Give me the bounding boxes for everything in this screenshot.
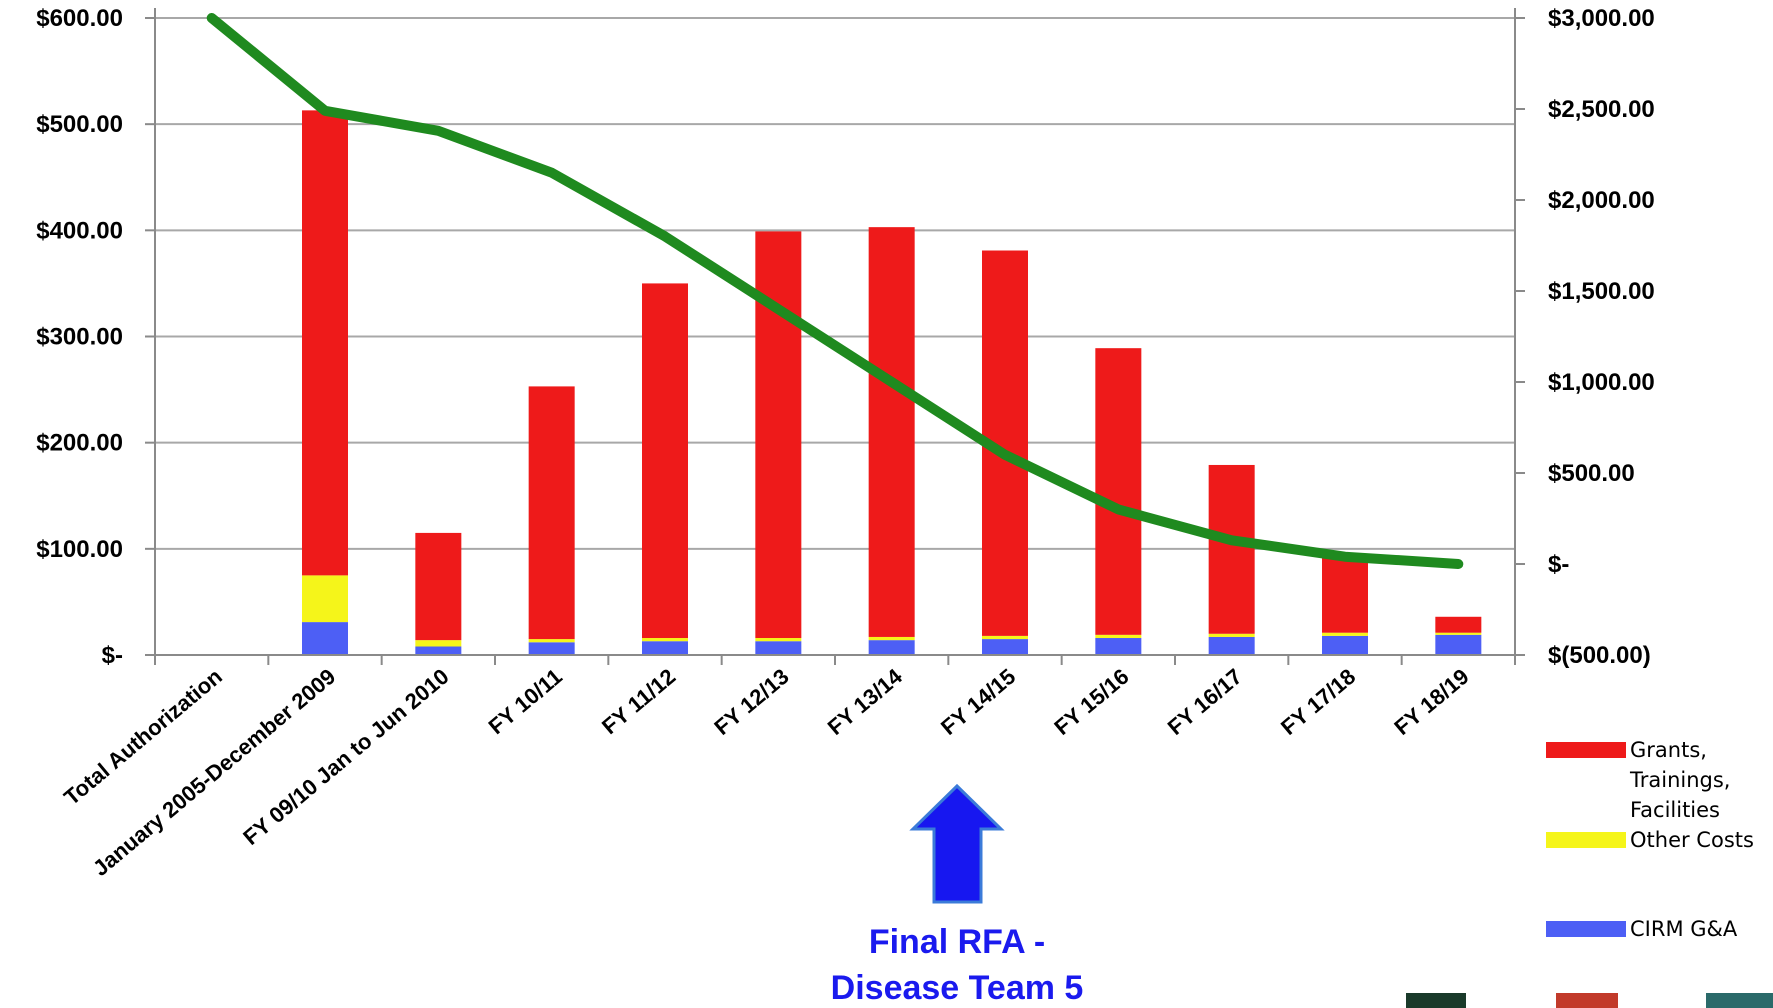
bar-grants-fy-15-16: [1095, 348, 1142, 635]
legend-swatch: [1546, 742, 1626, 758]
bar-cirm-g-a-fy-11-12: [642, 641, 688, 655]
legend-label: Grants,: [1630, 738, 1707, 762]
bar-cirm-g-a-fy-14-15: [982, 639, 1028, 655]
right-tick-label: $1,000.00: [1548, 369, 1655, 396]
right-tick-label: $2,500.00: [1548, 96, 1655, 123]
category-label: FY 17/18: [1276, 664, 1360, 740]
legend-label: Other Costs: [1630, 828, 1754, 852]
right-tick-label: $500.00: [1548, 460, 1635, 487]
bar-other-costs-fy-16-17: [1208, 633, 1255, 637]
bar-other-costs-fy-09-10-jan-to-jun-2010: [415, 640, 462, 647]
line-series: [206, 13, 1464, 569]
bar-other-costs-fy-18-19: [1435, 632, 1482, 635]
gridlines: [155, 17, 1515, 550]
legend: Grants, Trainings, Facilities Other Costs CI…: [1546, 738, 1754, 941]
bar-other-costs-fy-15-16: [1095, 634, 1142, 639]
category-label: FY 14/15: [936, 664, 1020, 740]
left-tick-label: $500.00: [36, 111, 123, 138]
thumbnail-image-cells-multicolor: [1706, 993, 1773, 1008]
category-label: FY 11/12: [597, 664, 680, 740]
bar-grants-fy-12-13: [755, 231, 802, 639]
axes: [145, 8, 1525, 665]
bar-cirm-g-a-fy-15-16: [1095, 638, 1142, 655]
legend-swatch: [1546, 921, 1626, 937]
category-label: FY 18/19: [1389, 664, 1473, 740]
bar-cirm-g-a-fy-13-14: [868, 640, 915, 655]
line-series-path: [206, 13, 1464, 569]
right-tick-label: $(500.00): [1548, 642, 1651, 669]
bar-grants-fy-11-12: [642, 283, 688, 639]
left-tick-label: $600.00: [36, 5, 123, 32]
left-tick-label: $200.00: [36, 430, 123, 457]
left-tick-label: $400.00: [36, 217, 123, 244]
legend-label: Facilities: [1630, 798, 1720, 822]
thumbnail-image-cells-green: [1406, 993, 1466, 1008]
bar-other-costs-january-2005-december-2009: [302, 575, 348, 623]
category-label: FY 13/14: [823, 663, 908, 740]
bar-grants-fy-16-17: [1208, 464, 1255, 634]
legend-label: CIRM G&A: [1630, 917, 1738, 941]
bars: [302, 110, 1482, 655]
bar-grants-fy-13-14: [868, 227, 915, 637]
left-tick-label: $100.00: [36, 536, 123, 563]
bar-grants-fy-10-11: [528, 386, 575, 640]
bar-other-costs-fy-13-14: [868, 636, 915, 641]
bar-other-costs-fy-14-15: [982, 635, 1028, 640]
annotation-line-2: Disease Team 5: [831, 969, 1084, 1007]
category-label: FY 12/13: [709, 664, 793, 740]
category-label: FY 16/17: [1163, 664, 1247, 740]
bar-cirm-g-a-fy-18-19: [1435, 634, 1482, 655]
bar-grants-january-2005-december-2009: [302, 110, 348, 576]
thumbnail-image-cells-red: [1556, 993, 1618, 1008]
bar-grants-fy-09-10-jan-to-jun-2010: [415, 532, 462, 641]
legend-swatch: [1546, 832, 1626, 848]
category-label: FY 09/10 Jan to Jun 2010: [238, 664, 453, 850]
thumbnail-images: [1406, 993, 1773, 1008]
left-axis-ticks: $- $100.00 $200.00 $300.00 $400.00 $500.00 $60…: [36, 5, 123, 669]
bar-grants-fy-17-18: [1322, 556, 1368, 633]
left-tick-label: $-: [102, 642, 123, 669]
right-tick-label: $2,000.00: [1548, 187, 1655, 214]
annotation-line-1: Final RFA -: [869, 923, 1045, 961]
right-tick-label: $1,500.00: [1548, 278, 1655, 305]
bar-other-costs-fy-11-12: [642, 638, 688, 642]
left-tick-label: $300.00: [36, 324, 123, 351]
right-tick-label: $-: [1548, 551, 1569, 578]
bar-cirm-g-a-fy-09-10-jan-to-jun-2010: [415, 646, 462, 655]
category-label: January 2005-December 2009: [88, 664, 340, 881]
bar-other-costs-fy-10-11: [528, 639, 575, 643]
annotation: Final RFA - Disease Team 5: [831, 783, 1084, 1007]
category-label: FY 10/11: [484, 664, 567, 740]
bar-cirm-g-a-fy-17-18: [1322, 635, 1368, 655]
right-axis-ticks: $(500.00) $- $500.00 $1,000.00 $1,500.00 $2,0…: [1548, 5, 1655, 669]
up-arrow-icon: [909, 783, 1005, 904]
right-tick-label: $3,000.00: [1548, 5, 1655, 32]
bar-grants-fy-18-19: [1435, 616, 1482, 633]
bar-other-costs-fy-17-18: [1322, 632, 1368, 636]
legend-label: Trainings,: [1629, 768, 1730, 792]
bar-cirm-g-a-january-2005-december-2009: [302, 622, 348, 655]
bar-cirm-g-a-fy-12-13: [755, 641, 802, 655]
bar-cirm-g-a-fy-10-11: [528, 642, 575, 655]
bar-cirm-g-a-fy-16-17: [1208, 636, 1255, 655]
category-label: FY 15/16: [1049, 664, 1133, 740]
bar-other-costs-fy-12-13: [755, 638, 802, 642]
